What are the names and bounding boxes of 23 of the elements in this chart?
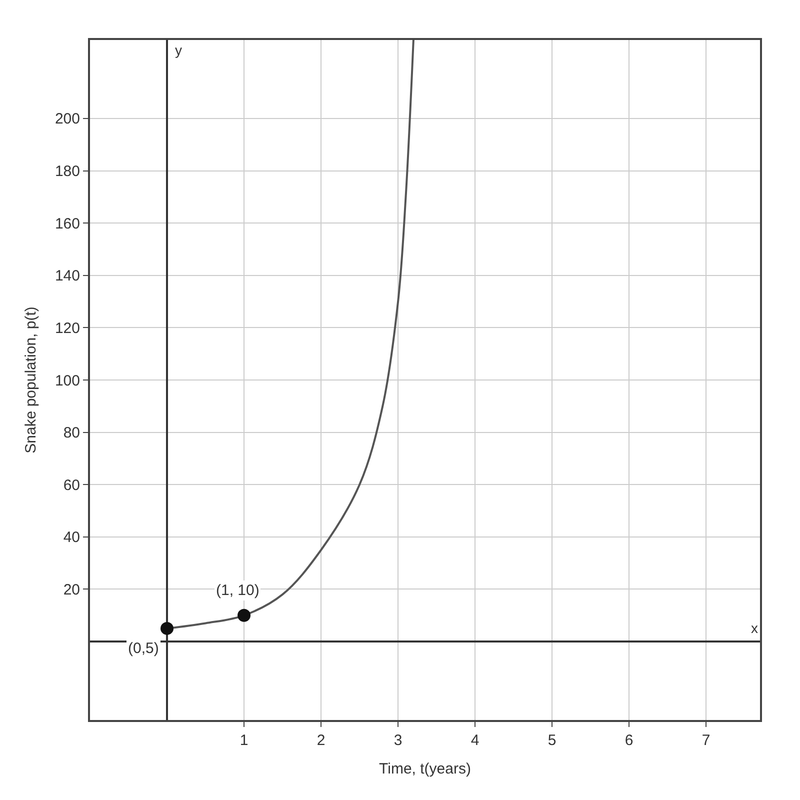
- x-axis-title: Time, t(years): [379, 760, 471, 778]
- y-tick-label: 20: [63, 581, 80, 598]
- y-tick-label: 120: [54, 320, 80, 337]
- y-tick-label: 200: [54, 110, 80, 128]
- x-tick-label: 4: [470, 732, 480, 749]
- annotation: x: [751, 620, 758, 636]
- annotation: (1, 10): [216, 582, 260, 599]
- x-tick-label: 6: [624, 732, 634, 749]
- x-tick-label: 1: [240, 732, 248, 749]
- y-tick-label: 140: [54, 268, 80, 285]
- annotation: y: [175, 42, 182, 58]
- y-axis-title: Snake population, p(t): [22, 306, 40, 454]
- y-tick-label: 160: [54, 215, 80, 232]
- y-tick-label: 80: [63, 424, 80, 442]
- y-tick-label: 180: [54, 163, 80, 180]
- x-tick-label: 3: [394, 732, 402, 749]
- x-tick-label: 2: [316, 732, 326, 749]
- x-tick-label: 7: [702, 732, 710, 749]
- y-tick-label: 100: [54, 372, 80, 390]
- y-tick-label: 60: [63, 476, 80, 494]
- x-tick-label: 5: [548, 732, 556, 749]
- annotation: (0,5): [128, 640, 159, 657]
- y-tick-label: 40: [63, 529, 80, 546]
